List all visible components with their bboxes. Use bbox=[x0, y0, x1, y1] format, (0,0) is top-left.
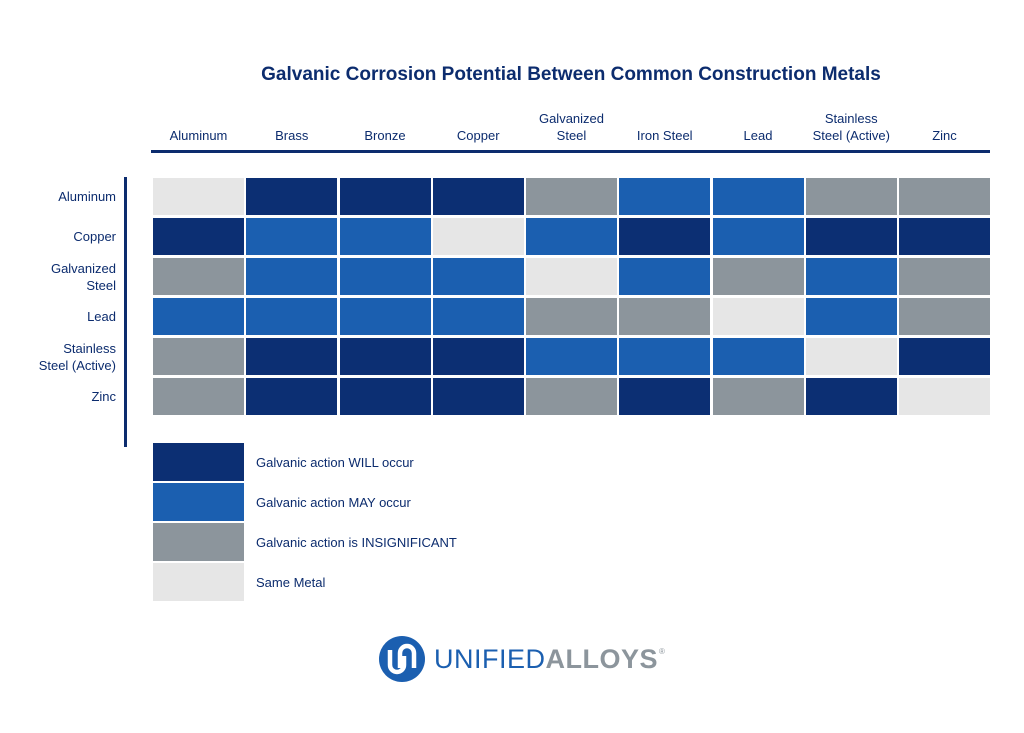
cell-lead-galvanized-steel bbox=[526, 298, 617, 335]
cell-copper-galvanized-steel bbox=[526, 218, 617, 255]
column-header-bronze: Bronze bbox=[364, 128, 406, 143]
legend-swatch-same bbox=[153, 563, 244, 601]
cell-stainless-steel-active-copper bbox=[432, 338, 524, 375]
cell-zinc-brass bbox=[246, 378, 338, 415]
legend-item-will: Galvanic action WILL occur bbox=[153, 443, 573, 481]
cell-stainless-steel-active-zinc bbox=[899, 338, 990, 375]
column-header-zinc: Zinc bbox=[932, 128, 957, 143]
column-header-aluminum: Aluminum bbox=[169, 128, 228, 143]
cell-galvanized-steel-brass bbox=[246, 258, 338, 295]
logo-text-unified: UNIFIED bbox=[434, 643, 546, 674]
legend-label-same: Same Metal bbox=[256, 574, 326, 590]
column-header-galvanized-steel: Galvanized Steel bbox=[538, 111, 605, 143]
cell-stainless-steel-active-brass bbox=[246, 338, 338, 375]
cell-aluminum-brass bbox=[246, 178, 338, 215]
column-header-stainless-steel: Stainless Steel (Active) bbox=[812, 111, 890, 143]
cell-stainless-steel-active-galvanized-steel bbox=[526, 338, 617, 375]
cell-stainless-steel-active-iron-steel bbox=[619, 338, 711, 375]
cell-galvanized-steel-zinc bbox=[899, 258, 990, 295]
row-header-lead: Lead bbox=[87, 309, 116, 324]
column-header-iron-steel: Iron Steel bbox=[636, 128, 693, 143]
cell-galvanized-steel-bronze bbox=[339, 258, 431, 295]
cell-aluminum-iron-steel bbox=[619, 178, 711, 215]
cell-stainless-steel-active-bronze bbox=[339, 338, 431, 375]
cell-lead-copper bbox=[432, 298, 524, 335]
cell-aluminum-lead bbox=[712, 178, 804, 215]
cell-zinc-galvanized-steel bbox=[526, 378, 617, 415]
cell-copper-stainless-steel-active bbox=[805, 218, 897, 255]
cell-aluminum-galvanized-steel bbox=[526, 178, 617, 215]
legend-swatch-insignificant bbox=[153, 523, 244, 561]
cell-lead-stainless-steel-active bbox=[805, 298, 897, 335]
legend-label-may: Galvanic action MAY occur bbox=[256, 494, 411, 510]
cell-zinc-lead bbox=[712, 378, 804, 415]
cell-zinc-copper bbox=[432, 378, 524, 415]
cell-lead-brass bbox=[246, 298, 338, 335]
cell-zinc-bronze bbox=[339, 378, 431, 415]
column-header-brass: Brass bbox=[275, 128, 309, 143]
cell-galvanized-steel-iron-steel bbox=[619, 258, 711, 295]
cell-lead-lead bbox=[712, 298, 804, 335]
row-header-copper: Copper bbox=[73, 229, 116, 244]
cell-galvanized-steel-stainless-steel-active bbox=[805, 258, 897, 295]
legend-swatch-may bbox=[153, 483, 244, 521]
column-headers: Aluminum Brass Bronze Copper Galvanized … bbox=[153, 104, 990, 144]
cell-copper-aluminum bbox=[153, 218, 244, 255]
logo-wordmark: UNIFIED ALLOYS ® bbox=[434, 644, 665, 675]
legend-item-same: Same Metal bbox=[153, 563, 573, 601]
row-header-zinc: Zinc bbox=[91, 389, 116, 404]
cell-zinc-zinc bbox=[899, 378, 990, 415]
cell-lead-bronze bbox=[339, 298, 431, 335]
cell-aluminum-zinc bbox=[899, 178, 990, 215]
logo-registered-mark: ® bbox=[659, 646, 666, 656]
cell-copper-brass bbox=[246, 218, 338, 255]
corrosion-matrix bbox=[153, 178, 990, 417]
unified-alloys-logo: UNIFIED ALLOYS ® bbox=[378, 634, 665, 684]
column-header-copper: Copper bbox=[456, 128, 500, 143]
cell-copper-bronze bbox=[339, 218, 431, 255]
unified-alloys-logo-icon bbox=[379, 636, 425, 682]
cell-zinc-aluminum bbox=[153, 378, 244, 415]
cell-aluminum-stainless-steel-active bbox=[805, 178, 897, 215]
cell-lead-aluminum bbox=[153, 298, 244, 335]
cell-lead-iron-steel bbox=[619, 298, 711, 335]
legend-swatch-will bbox=[153, 443, 244, 481]
row-header-galvanized-steel: Galvanized Steel bbox=[50, 260, 116, 293]
cell-zinc-stainless-steel-active bbox=[805, 378, 897, 415]
cell-aluminum-copper bbox=[432, 178, 524, 215]
cell-zinc-iron-steel bbox=[619, 378, 711, 415]
legend-label-will: Galvanic action WILL occur bbox=[256, 454, 414, 470]
cell-stainless-steel-active-stainless-steel-active bbox=[805, 338, 897, 375]
cell-aluminum-aluminum bbox=[153, 178, 244, 215]
cell-galvanized-steel-galvanized-steel bbox=[526, 258, 617, 295]
cell-aluminum-bronze bbox=[339, 178, 431, 215]
chart-title: Galvanic Corrosion Potential Between Com… bbox=[261, 64, 881, 85]
legend-label-insignificant: Galvanic action is INSIGNIFICANT bbox=[256, 534, 457, 550]
logo-text-alloys: ALLOYS bbox=[545, 643, 659, 674]
column-header-lead: Lead bbox=[743, 128, 773, 143]
column-header-divider bbox=[151, 150, 990, 153]
row-header-stainless-steel: Stainless Steel (Active) bbox=[38, 340, 116, 373]
cell-galvanized-steel-aluminum bbox=[153, 258, 244, 295]
cell-lead-zinc bbox=[899, 298, 990, 335]
cell-copper-lead bbox=[712, 218, 804, 255]
cell-copper-zinc bbox=[899, 218, 990, 255]
row-header-divider bbox=[124, 177, 127, 447]
cell-galvanized-steel-copper bbox=[432, 258, 524, 295]
cell-copper-copper bbox=[432, 218, 524, 255]
cell-stainless-steel-active-lead bbox=[712, 338, 804, 375]
row-header-aluminum: Aluminum bbox=[58, 189, 116, 204]
cell-stainless-steel-active-aluminum bbox=[153, 338, 244, 375]
legend-item-insignificant: Galvanic action is INSIGNIFICANT bbox=[153, 523, 573, 561]
legend-item-may: Galvanic action MAY occur bbox=[153, 483, 573, 521]
cell-galvanized-steel-lead bbox=[712, 258, 804, 295]
cell-copper-iron-steel bbox=[619, 218, 711, 255]
